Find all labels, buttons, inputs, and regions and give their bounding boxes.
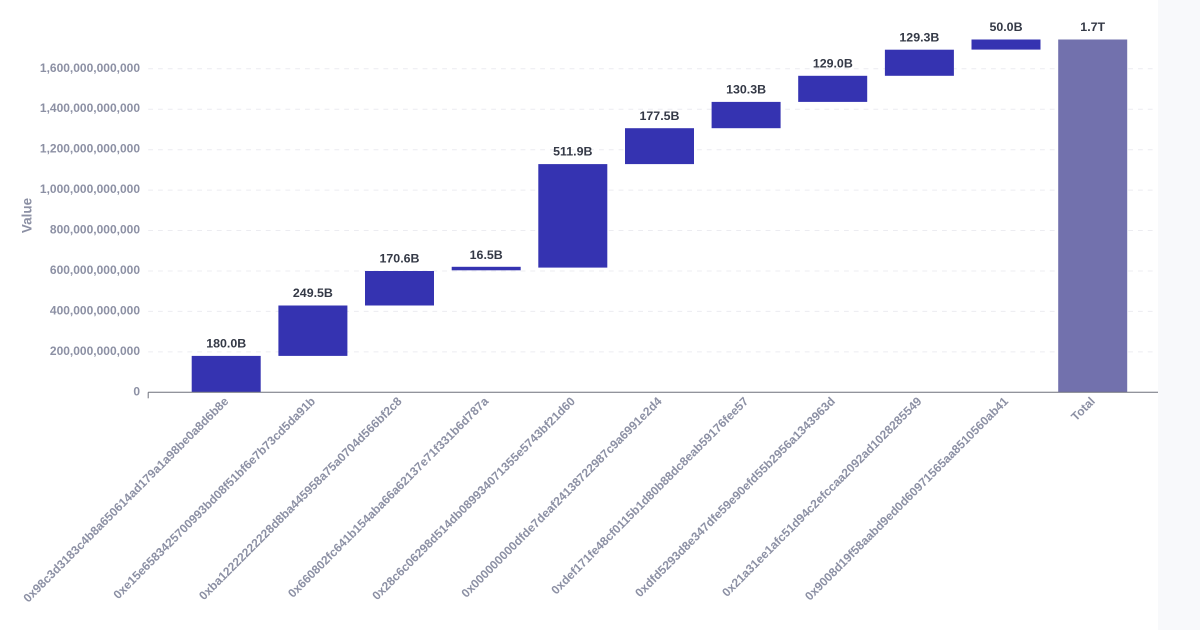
svg-text:1,600,000,000,000: 1,600,000,000,000 [40,61,140,75]
svg-text:1,000,000,000,000: 1,000,000,000,000 [40,182,140,196]
svg-text:1,400,000,000,000: 1,400,000,000,000 [40,101,140,115]
svg-text:1.7T: 1.7T [1080,20,1105,34]
svg-text:180.0B: 180.0B [206,337,246,351]
svg-text:400,000,000,000: 400,000,000,000 [50,303,140,317]
svg-text:16.5B: 16.5B [470,248,503,262]
svg-text:200,000,000,000: 200,000,000,000 [50,344,140,358]
svg-text:129.0B: 129.0B [813,56,853,70]
svg-text:50.0B: 50.0B [989,20,1022,34]
svg-text:130.3B: 130.3B [726,83,766,97]
svg-text:511.9B: 511.9B [553,145,592,159]
svg-text:170.6B: 170.6B [380,252,420,266]
svg-text:800,000,000,000: 800,000,000,000 [50,223,140,237]
svg-text:129.3B: 129.3B [899,30,939,44]
svg-text:0: 0 [133,384,140,398]
svg-text:249.5B: 249.5B [293,286,333,300]
svg-text:600,000,000,000: 600,000,000,000 [50,263,140,277]
svg-text:1,200,000,000,000: 1,200,000,000,000 [40,142,140,156]
svg-text:177.5B: 177.5B [640,109,680,123]
svg-text:Value: Value [20,197,35,233]
